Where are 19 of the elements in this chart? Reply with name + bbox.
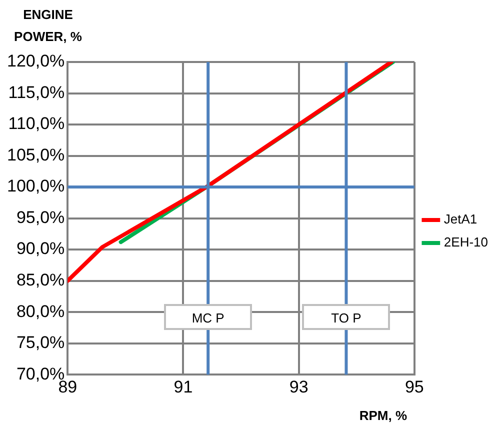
y-tick-label: 75,0% bbox=[16, 333, 65, 352]
x-tick-label: 91 bbox=[174, 377, 193, 396]
y-tick-label: 80,0% bbox=[16, 302, 65, 321]
x-tick-label: 93 bbox=[289, 377, 308, 396]
ref-line-label: MC P bbox=[192, 310, 224, 326]
y-tick-label: 105,0% bbox=[6, 145, 65, 164]
x-axis-title: RPM, % bbox=[359, 408, 407, 423]
y-tick-label: 90,0% bbox=[16, 239, 65, 258]
y-tick-label: 115,0% bbox=[8, 82, 65, 102]
ref-line-label: TO P bbox=[331, 310, 362, 326]
y-tick-label: 85,0% bbox=[16, 270, 65, 290]
x-tick-label: 95 bbox=[404, 377, 424, 396]
legend-label: 2EH-10 bbox=[444, 234, 488, 250]
y-axis-title: ENGINE POWER, % bbox=[13, 6, 83, 46]
y-tick-label: 100,0% bbox=[6, 176, 65, 196]
legend-label: JetA1 bbox=[444, 212, 478, 227]
y-tick-label: 95,0% bbox=[16, 208, 65, 227]
y-tick-label: 120,0% bbox=[6, 52, 65, 71]
y-tick-label: 110,0% bbox=[8, 114, 65, 134]
